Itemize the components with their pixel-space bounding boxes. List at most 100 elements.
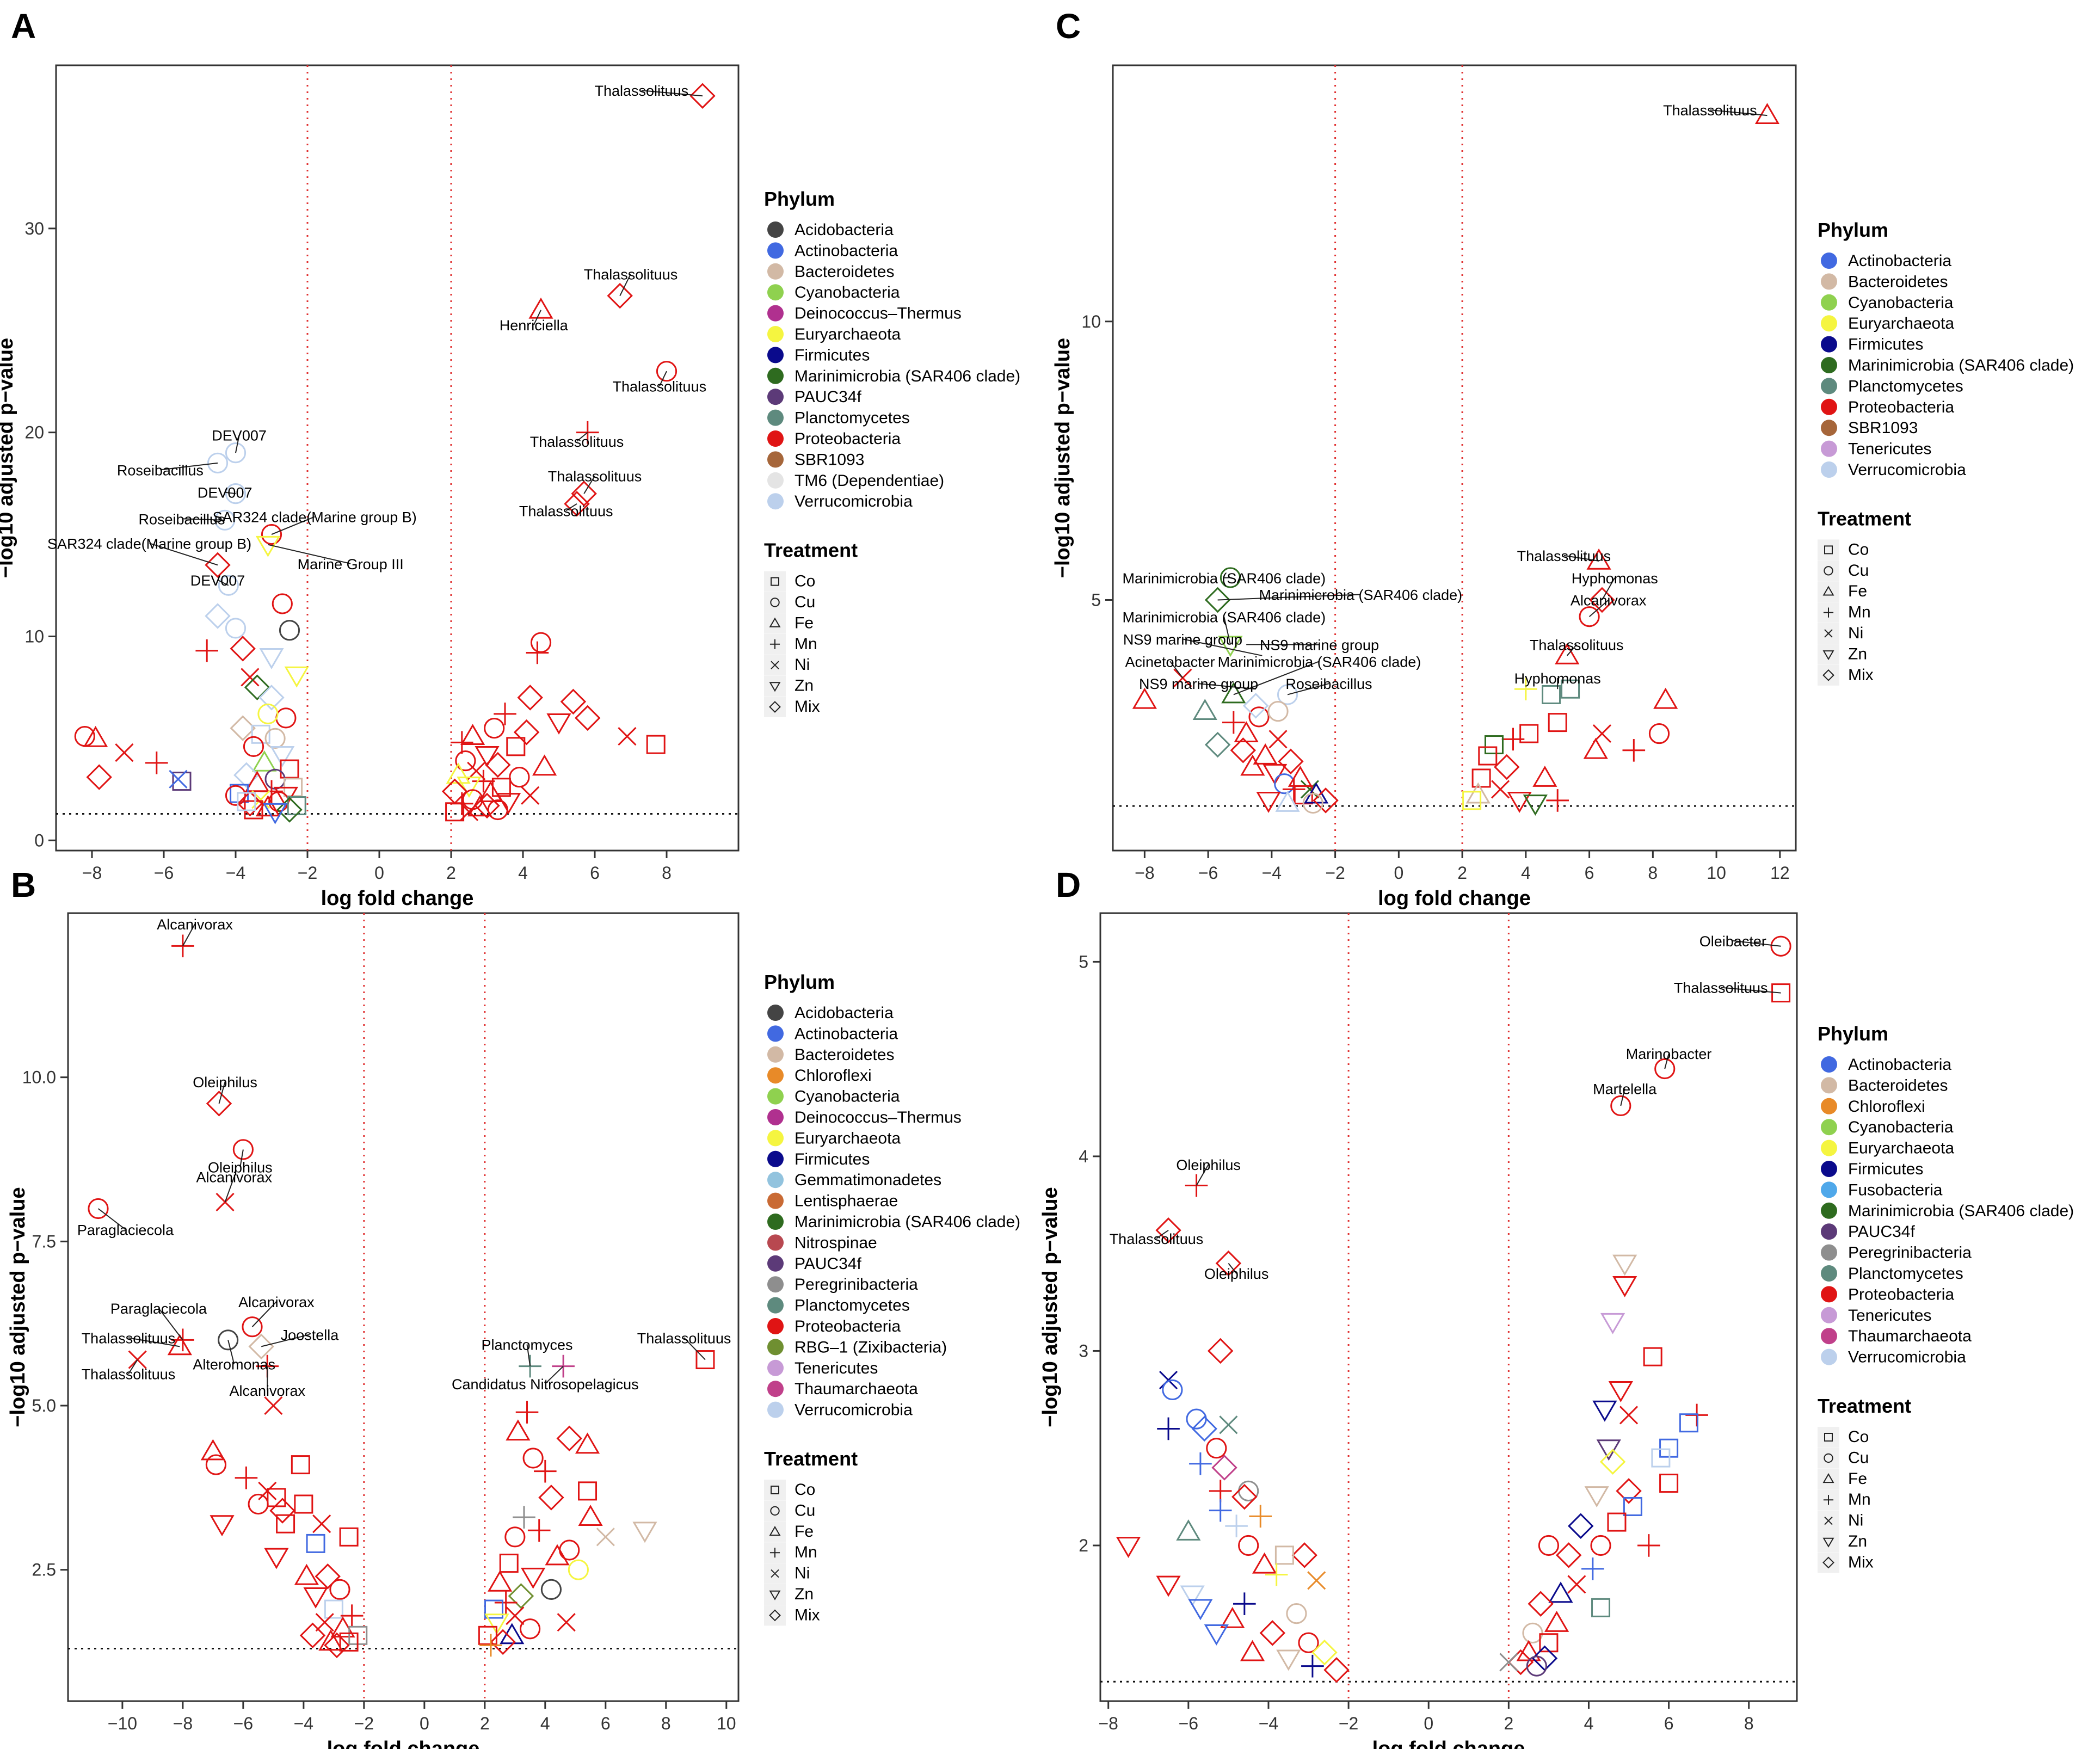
data-point bbox=[1313, 787, 1339, 814]
data-point bbox=[1209, 1480, 1232, 1502]
data-point bbox=[459, 802, 479, 821]
legend-treatment-symbol bbox=[1822, 1473, 1834, 1483]
x-tick-label: 0 bbox=[1424, 1714, 1433, 1733]
legend-treatment-label: Ni bbox=[1848, 1512, 1863, 1530]
legend-treatment-label: Ni bbox=[1848, 624, 1863, 642]
data-point bbox=[269, 1498, 295, 1524]
data-point bbox=[241, 668, 260, 687]
data-point bbox=[1252, 1552, 1277, 1574]
legend-phylum-swatch bbox=[767, 1150, 784, 1167]
x-tick-label: −4 bbox=[226, 863, 245, 883]
panel-c: C −8 −6 −4 −2 0 2 4 6 8 10 12 5 10 log fold change −log… bbox=[1051, 7, 2074, 910]
data-point bbox=[1323, 1657, 1350, 1683]
legend-phylum-swatch bbox=[767, 409, 784, 426]
annotation-leader bbox=[1602, 577, 1616, 600]
data-point bbox=[262, 803, 288, 824]
data-point bbox=[1218, 636, 1243, 657]
y-tick-label: 30 bbox=[24, 219, 44, 238]
data-point bbox=[1654, 1058, 1676, 1080]
annotation-leader bbox=[545, 1365, 564, 1384]
legend-phylum-label: Planctomycetes bbox=[1848, 1265, 1963, 1283]
legend-phylum-label: Proteobacteria bbox=[795, 1317, 901, 1335]
data-point bbox=[534, 1459, 557, 1483]
legend-phylum-swatch bbox=[1821, 357, 1837, 373]
data-point bbox=[504, 1526, 526, 1548]
legend-treatment-symbol bbox=[769, 639, 780, 649]
x-tick-label: −2 bbox=[354, 1714, 374, 1733]
data-point bbox=[1584, 1486, 1609, 1508]
data-point bbox=[1528, 1591, 1554, 1617]
annotation-leader bbox=[182, 923, 195, 946]
data-point bbox=[243, 736, 264, 757]
annotation-leader bbox=[271, 516, 315, 535]
data-point bbox=[1156, 1575, 1181, 1597]
annotation-leader bbox=[1733, 940, 1781, 947]
annotation-leader bbox=[1710, 109, 1768, 116]
data-point bbox=[248, 1493, 269, 1515]
data-point bbox=[571, 481, 597, 507]
y-tick-label: 7.5 bbox=[32, 1231, 56, 1251]
annotation-label: DEV007 bbox=[198, 485, 253, 501]
annotation-leader bbox=[1620, 1088, 1625, 1106]
legend-treatment-label: Mn bbox=[795, 1543, 817, 1561]
annotation-label: Marinimicrobia (SAR406 clade) bbox=[1259, 587, 1462, 603]
data-point bbox=[575, 1432, 600, 1454]
legend-phylum-swatch bbox=[767, 1276, 784, 1293]
data-point bbox=[1610, 1095, 1631, 1117]
annotation-label: Candidatus Nitrosopelagicus bbox=[452, 1376, 639, 1393]
data-point bbox=[1770, 935, 1791, 957]
data-point bbox=[578, 1481, 598, 1501]
data-point bbox=[230, 715, 256, 741]
data-point bbox=[205, 1454, 227, 1475]
panel-letter: D bbox=[1056, 865, 1081, 904]
data-point bbox=[1590, 1535, 1611, 1556]
data-point bbox=[527, 1519, 551, 1542]
legend-treatment-symbol bbox=[769, 617, 781, 627]
data-point bbox=[506, 737, 526, 756]
data-points bbox=[74, 83, 716, 824]
legend-phylum-label: Euryarchaeota bbox=[795, 325, 901, 343]
legend-treatment-label: Fe bbox=[1848, 582, 1867, 600]
legend-treatment-label: Mn bbox=[795, 635, 817, 653]
legend-treatment-label: Co bbox=[795, 1481, 815, 1499]
data-point bbox=[294, 1494, 313, 1514]
legend-phylum-swatch bbox=[1821, 1286, 1837, 1303]
legend-phylum-swatch bbox=[1821, 1098, 1837, 1114]
y-tick-label: 10.0 bbox=[22, 1068, 56, 1087]
data-point bbox=[1282, 778, 1305, 801]
data-point bbox=[1192, 699, 1217, 720]
legend-treatment-symbol bbox=[770, 1506, 780, 1516]
annotation-leader bbox=[1196, 1164, 1209, 1186]
x-tick-label: −2 bbox=[1325, 863, 1345, 883]
annotation-label: Thalassolituus bbox=[637, 1330, 731, 1346]
data-point bbox=[264, 728, 286, 749]
data-point bbox=[596, 1528, 615, 1547]
data-point bbox=[1209, 1499, 1232, 1522]
annotation-leader bbox=[1198, 683, 1256, 690]
annotation-label: Thalassolituus bbox=[613, 379, 707, 395]
legend-phylum-label: SBR1093 bbox=[1848, 419, 1918, 437]
data-point bbox=[1507, 791, 1532, 813]
legend-key-bg bbox=[764, 571, 786, 592]
annotation-label: Thalassolituus bbox=[1663, 102, 1757, 119]
data-point bbox=[1542, 685, 1561, 704]
annotation-label: Oleibacter bbox=[1699, 933, 1766, 950]
annotation-label: Thalassolituus bbox=[584, 267, 678, 283]
data-point bbox=[1591, 1598, 1611, 1617]
y-tick-label: 4 bbox=[1079, 1147, 1088, 1166]
annotation-leader bbox=[1287, 683, 1329, 695]
legend-key-bg bbox=[764, 1500, 786, 1522]
data-point bbox=[445, 802, 465, 822]
annotation-label: Thalassolituus bbox=[1517, 548, 1611, 564]
legend-key-bg bbox=[1818, 560, 1839, 581]
annotation-label: Henriciella bbox=[500, 317, 569, 334]
data-point bbox=[1608, 1381, 1633, 1402]
legend-key-bg bbox=[1818, 664, 1839, 686]
legend-phylum-swatch bbox=[767, 1401, 784, 1418]
data-point bbox=[1484, 735, 1504, 755]
data-point bbox=[1263, 763, 1288, 785]
data-point bbox=[1523, 795, 1548, 816]
x-tick-label: 2 bbox=[446, 863, 456, 883]
annotation-leader bbox=[619, 274, 631, 296]
x-tick-label: −6 bbox=[154, 863, 174, 883]
